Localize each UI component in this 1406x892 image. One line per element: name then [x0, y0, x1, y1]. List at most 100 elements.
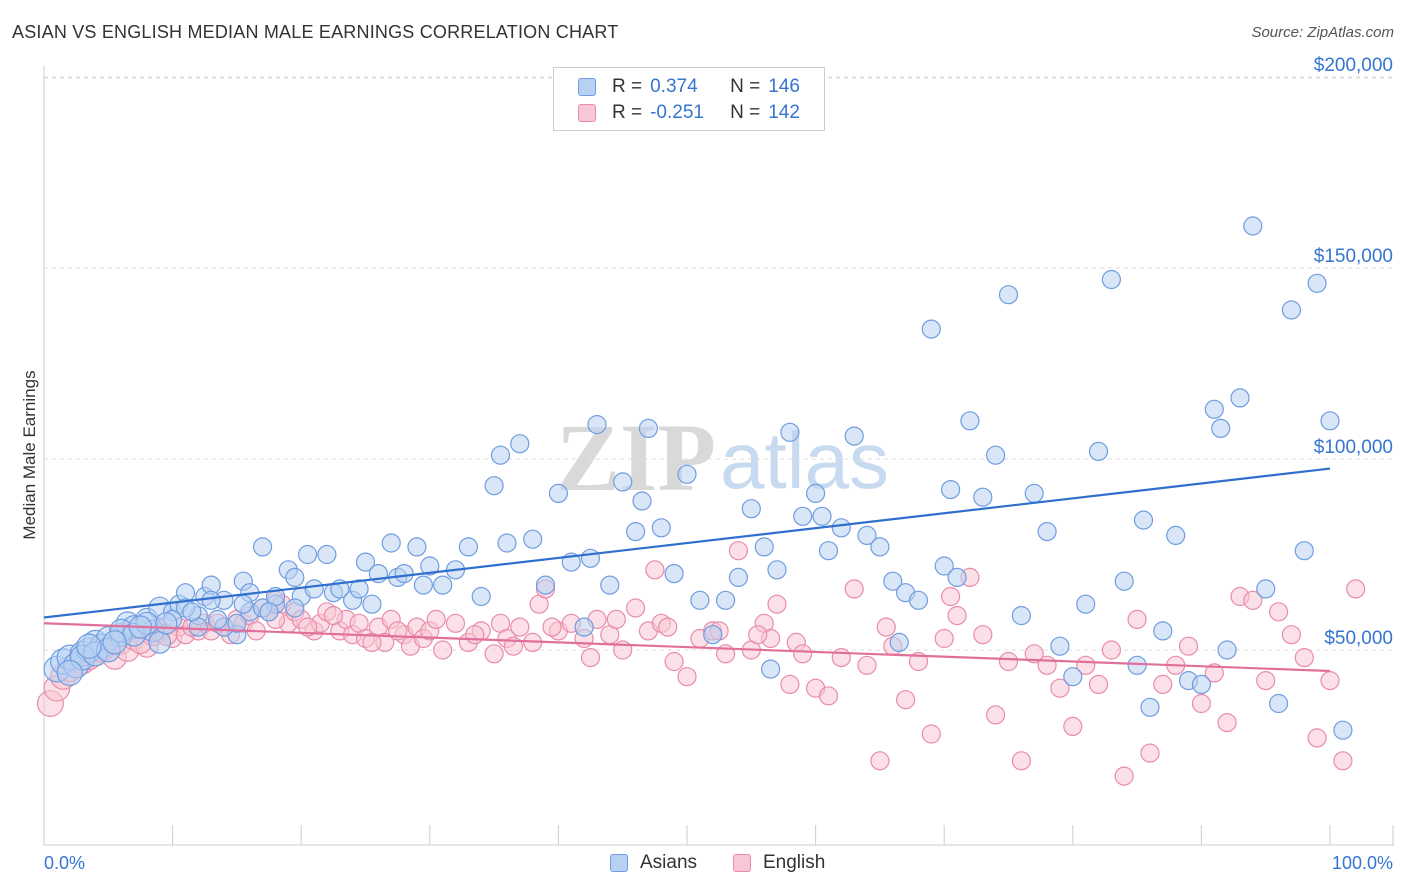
data-point [259, 602, 279, 622]
data-point [1011, 605, 1032, 626]
data-point [102, 630, 127, 655]
data-point [677, 667, 697, 687]
data-point [748, 625, 768, 645]
data-point [625, 521, 646, 542]
chart-source: Source: ZipAtlas.com [1251, 24, 1394, 41]
data-point [600, 575, 620, 595]
data-point [510, 617, 530, 637]
data-point [362, 594, 382, 614]
grid-lines [44, 76, 1395, 651]
data-point [741, 499, 761, 519]
data-point [182, 602, 202, 622]
legend-row-asians: R = 0.374 N = 146 [578, 75, 800, 99]
data-point [793, 644, 813, 664]
data-point [1320, 670, 1340, 691]
r-label: R = [612, 102, 643, 123]
y-tick-label: $150,000 [1314, 246, 1393, 267]
data-point [1024, 483, 1044, 503]
data-point [831, 518, 851, 538]
y-axis-label: Median Male Earnings [20, 370, 39, 539]
data-point [355, 552, 376, 572]
r-value: 0.374 [650, 76, 698, 97]
data-point [1127, 655, 1147, 675]
data-point [407, 537, 427, 557]
data-point [1333, 751, 1353, 771]
data-point [323, 605, 343, 626]
data-point [998, 651, 1019, 672]
data-point [1063, 716, 1083, 737]
data-point [1243, 216, 1263, 236]
data-point [760, 659, 781, 679]
english-swatch [578, 104, 596, 122]
data-point [613, 472, 633, 492]
data-point [484, 476, 504, 496]
x-tick-label-max: 100.0% [1332, 853, 1393, 873]
data-point [362, 632, 382, 653]
asians-series [43, 216, 1353, 740]
data-point [767, 594, 787, 614]
data-point [921, 319, 941, 339]
data-point [780, 422, 800, 442]
data-point [580, 548, 601, 568]
n-label: N = [730, 76, 761, 97]
data-point [767, 560, 787, 580]
legend-item-asians[interactable]: Asians [610, 852, 697, 874]
data-point [298, 617, 318, 637]
data-point [523, 529, 543, 549]
data-point [227, 613, 247, 633]
data-point [317, 544, 337, 565]
n-value: 142 [768, 102, 800, 123]
y-tick-labels: $50,000 $100,000 $150,000 $200,000 [1314, 55, 1393, 649]
data-point [1140, 743, 1160, 763]
data-point [1037, 521, 1057, 542]
data-point [632, 491, 652, 511]
data-point [1281, 300, 1302, 320]
data-point [394, 563, 414, 584]
data-point [870, 537, 890, 557]
data-point [934, 628, 954, 649]
data-point [587, 415, 607, 435]
data-point [1076, 594, 1096, 614]
data-point [1217, 712, 1237, 733]
data-point [780, 674, 800, 695]
legend-item-english[interactable]: English [733, 852, 825, 874]
r-value: -0.251 [650, 102, 704, 123]
n-value: 146 [768, 76, 800, 97]
english-legend-label: English [763, 852, 826, 873]
data-point [76, 633, 102, 659]
data-point [876, 617, 896, 637]
data-point [1294, 647, 1314, 668]
data-point [1153, 674, 1173, 695]
data-point [921, 724, 941, 744]
data-point [934, 556, 954, 576]
data-point [1230, 388, 1250, 408]
data-point [998, 285, 1019, 305]
data-point [606, 609, 626, 630]
data-point [818, 686, 839, 706]
data-point [728, 541, 749, 561]
data-point [658, 617, 678, 637]
watermark-zip: ZIP [556, 404, 716, 511]
data-point [1088, 674, 1109, 695]
data-point [433, 640, 453, 660]
data-point [1140, 697, 1160, 717]
data-point [1281, 625, 1302, 645]
data-point [1178, 636, 1199, 656]
data-point [883, 571, 903, 591]
data-point [857, 525, 877, 546]
data-point [985, 445, 1006, 465]
data-point [1114, 766, 1134, 786]
data-point [1101, 640, 1122, 660]
asians-swatch [578, 78, 596, 96]
data-point [426, 609, 446, 630]
data-point [651, 518, 671, 538]
data-point [1114, 571, 1134, 591]
data-point [56, 659, 83, 687]
data-point [1320, 411, 1340, 431]
data-point [1050, 636, 1070, 656]
data-point [1050, 678, 1070, 698]
data-point [298, 544, 318, 565]
data-point [233, 594, 253, 614]
data-point [1133, 510, 1154, 530]
